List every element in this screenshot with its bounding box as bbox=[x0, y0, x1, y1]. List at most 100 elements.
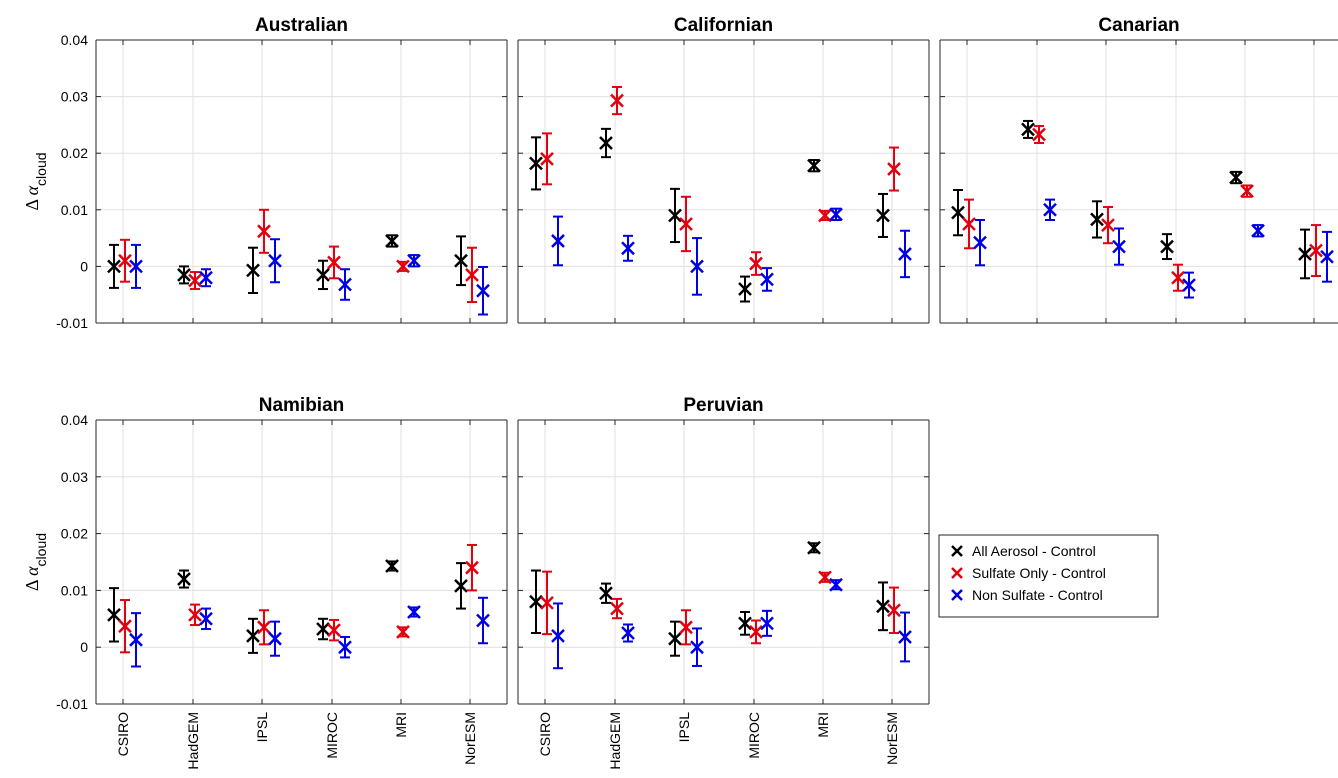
marker-stroke bbox=[951, 205, 965, 220]
data-point bbox=[690, 640, 704, 655]
data-point bbox=[551, 628, 565, 643]
data-point bbox=[327, 255, 341, 270]
plot-area bbox=[96, 420, 507, 704]
marker-stroke bbox=[465, 268, 479, 282]
data-point bbox=[898, 630, 912, 644]
x-tick-label: IPSL bbox=[254, 712, 270, 743]
data-point bbox=[385, 234, 399, 248]
axes-box bbox=[95, 419, 508, 705]
data-point bbox=[188, 607, 202, 622]
marker-stroke bbox=[818, 570, 832, 585]
marker-stroke bbox=[551, 234, 565, 248]
data-point bbox=[1240, 184, 1254, 199]
data-point bbox=[1032, 127, 1046, 142]
marker-stroke bbox=[679, 217, 693, 231]
marker-stroke bbox=[407, 253, 421, 268]
data-point bbox=[385, 559, 399, 573]
marker-stroke bbox=[1309, 243, 1323, 258]
plot-area bbox=[518, 420, 929, 704]
marker-stroke bbox=[118, 619, 132, 634]
data-point bbox=[973, 235, 987, 250]
marker-stroke bbox=[749, 256, 763, 271]
marker-stroke bbox=[1171, 270, 1185, 285]
data-point bbox=[760, 616, 774, 631]
marker-stroke bbox=[107, 259, 121, 274]
legend-marker bbox=[951, 589, 963, 601]
ticks bbox=[518, 419, 929, 705]
y-tick-label: 0.02 bbox=[61, 526, 88, 542]
data-point bbox=[257, 224, 271, 239]
data-point bbox=[679, 620, 693, 635]
marker-stroke bbox=[246, 263, 260, 278]
data-point bbox=[327, 623, 341, 638]
marker-stroke bbox=[829, 207, 843, 222]
y-tick-label: 0.01 bbox=[61, 202, 88, 218]
axes-box bbox=[517, 419, 930, 705]
y-label-subscript: cloud bbox=[33, 533, 49, 566]
data-point bbox=[1320, 249, 1334, 264]
marker-stroke bbox=[540, 151, 554, 166]
data-point bbox=[887, 603, 901, 618]
marker-stroke bbox=[1021, 122, 1035, 137]
data-point bbox=[621, 241, 635, 256]
data-point bbox=[396, 259, 410, 274]
marker-stroke bbox=[177, 268, 191, 282]
data-point bbox=[476, 283, 490, 298]
marker-stroke bbox=[396, 624, 410, 639]
marker-stroke bbox=[396, 259, 410, 274]
plot-area bbox=[518, 40, 929, 323]
y-tick-label: 0.03 bbox=[61, 469, 88, 485]
data-point bbox=[749, 624, 763, 639]
marker-stroke bbox=[760, 272, 774, 287]
legend-marker bbox=[951, 545, 963, 557]
data-point bbox=[1182, 278, 1196, 292]
marker-stroke bbox=[599, 586, 613, 601]
marker-stroke bbox=[199, 611, 213, 626]
data-point bbox=[760, 272, 774, 287]
ticks bbox=[940, 39, 1315, 324]
marker-stroke bbox=[690, 259, 704, 274]
panel-title: Namibian bbox=[259, 395, 345, 416]
y-tick-label: 0 bbox=[80, 639, 88, 655]
data-point bbox=[1171, 270, 1185, 285]
marker-stroke bbox=[829, 577, 843, 592]
y-tick-label: 0.03 bbox=[61, 89, 88, 105]
data-point bbox=[129, 259, 143, 274]
y-tick-label: 0.04 bbox=[61, 32, 88, 48]
data-point bbox=[610, 93, 624, 108]
panel-title: Peruvian bbox=[683, 395, 763, 416]
marker-stroke bbox=[188, 607, 202, 622]
marker-stroke bbox=[610, 93, 624, 108]
panel-namibian: Namibian -0.01 0 0.01 0.02 0.03 0.04 Δ αcloud CS… bbox=[22, 395, 508, 770]
data-point bbox=[1309, 243, 1323, 258]
marker-stroke bbox=[1251, 223, 1265, 238]
panel-title: Australian bbox=[255, 15, 348, 36]
marker-stroke bbox=[738, 282, 752, 296]
data-point bbox=[1090, 212, 1104, 227]
marker-stroke bbox=[338, 277, 352, 292]
marker-stroke bbox=[1320, 249, 1334, 264]
data-point bbox=[1021, 122, 1035, 137]
ticks bbox=[518, 39, 929, 324]
marker-stroke bbox=[177, 572, 191, 586]
data-point bbox=[876, 599, 890, 614]
marker-stroke bbox=[199, 270, 213, 285]
x-tick-label: HadGEM bbox=[185, 712, 201, 770]
data-point bbox=[540, 151, 554, 166]
y-label-alpha: α bbox=[22, 566, 42, 576]
marker-stroke bbox=[118, 253, 132, 268]
marker-stroke bbox=[876, 599, 890, 614]
marker-stroke bbox=[668, 208, 682, 223]
data-point bbox=[476, 613, 490, 628]
data-point bbox=[246, 628, 260, 643]
marker-stroke bbox=[551, 628, 565, 643]
marker-stroke bbox=[1101, 218, 1115, 232]
data-point bbox=[268, 631, 282, 646]
data-point bbox=[1160, 239, 1174, 254]
data-point bbox=[1112, 239, 1126, 254]
marker-stroke bbox=[385, 234, 399, 248]
axes-box bbox=[939, 39, 1338, 324]
marker-stroke bbox=[129, 632, 143, 647]
data-point bbox=[407, 253, 421, 268]
data-point bbox=[898, 247, 912, 261]
